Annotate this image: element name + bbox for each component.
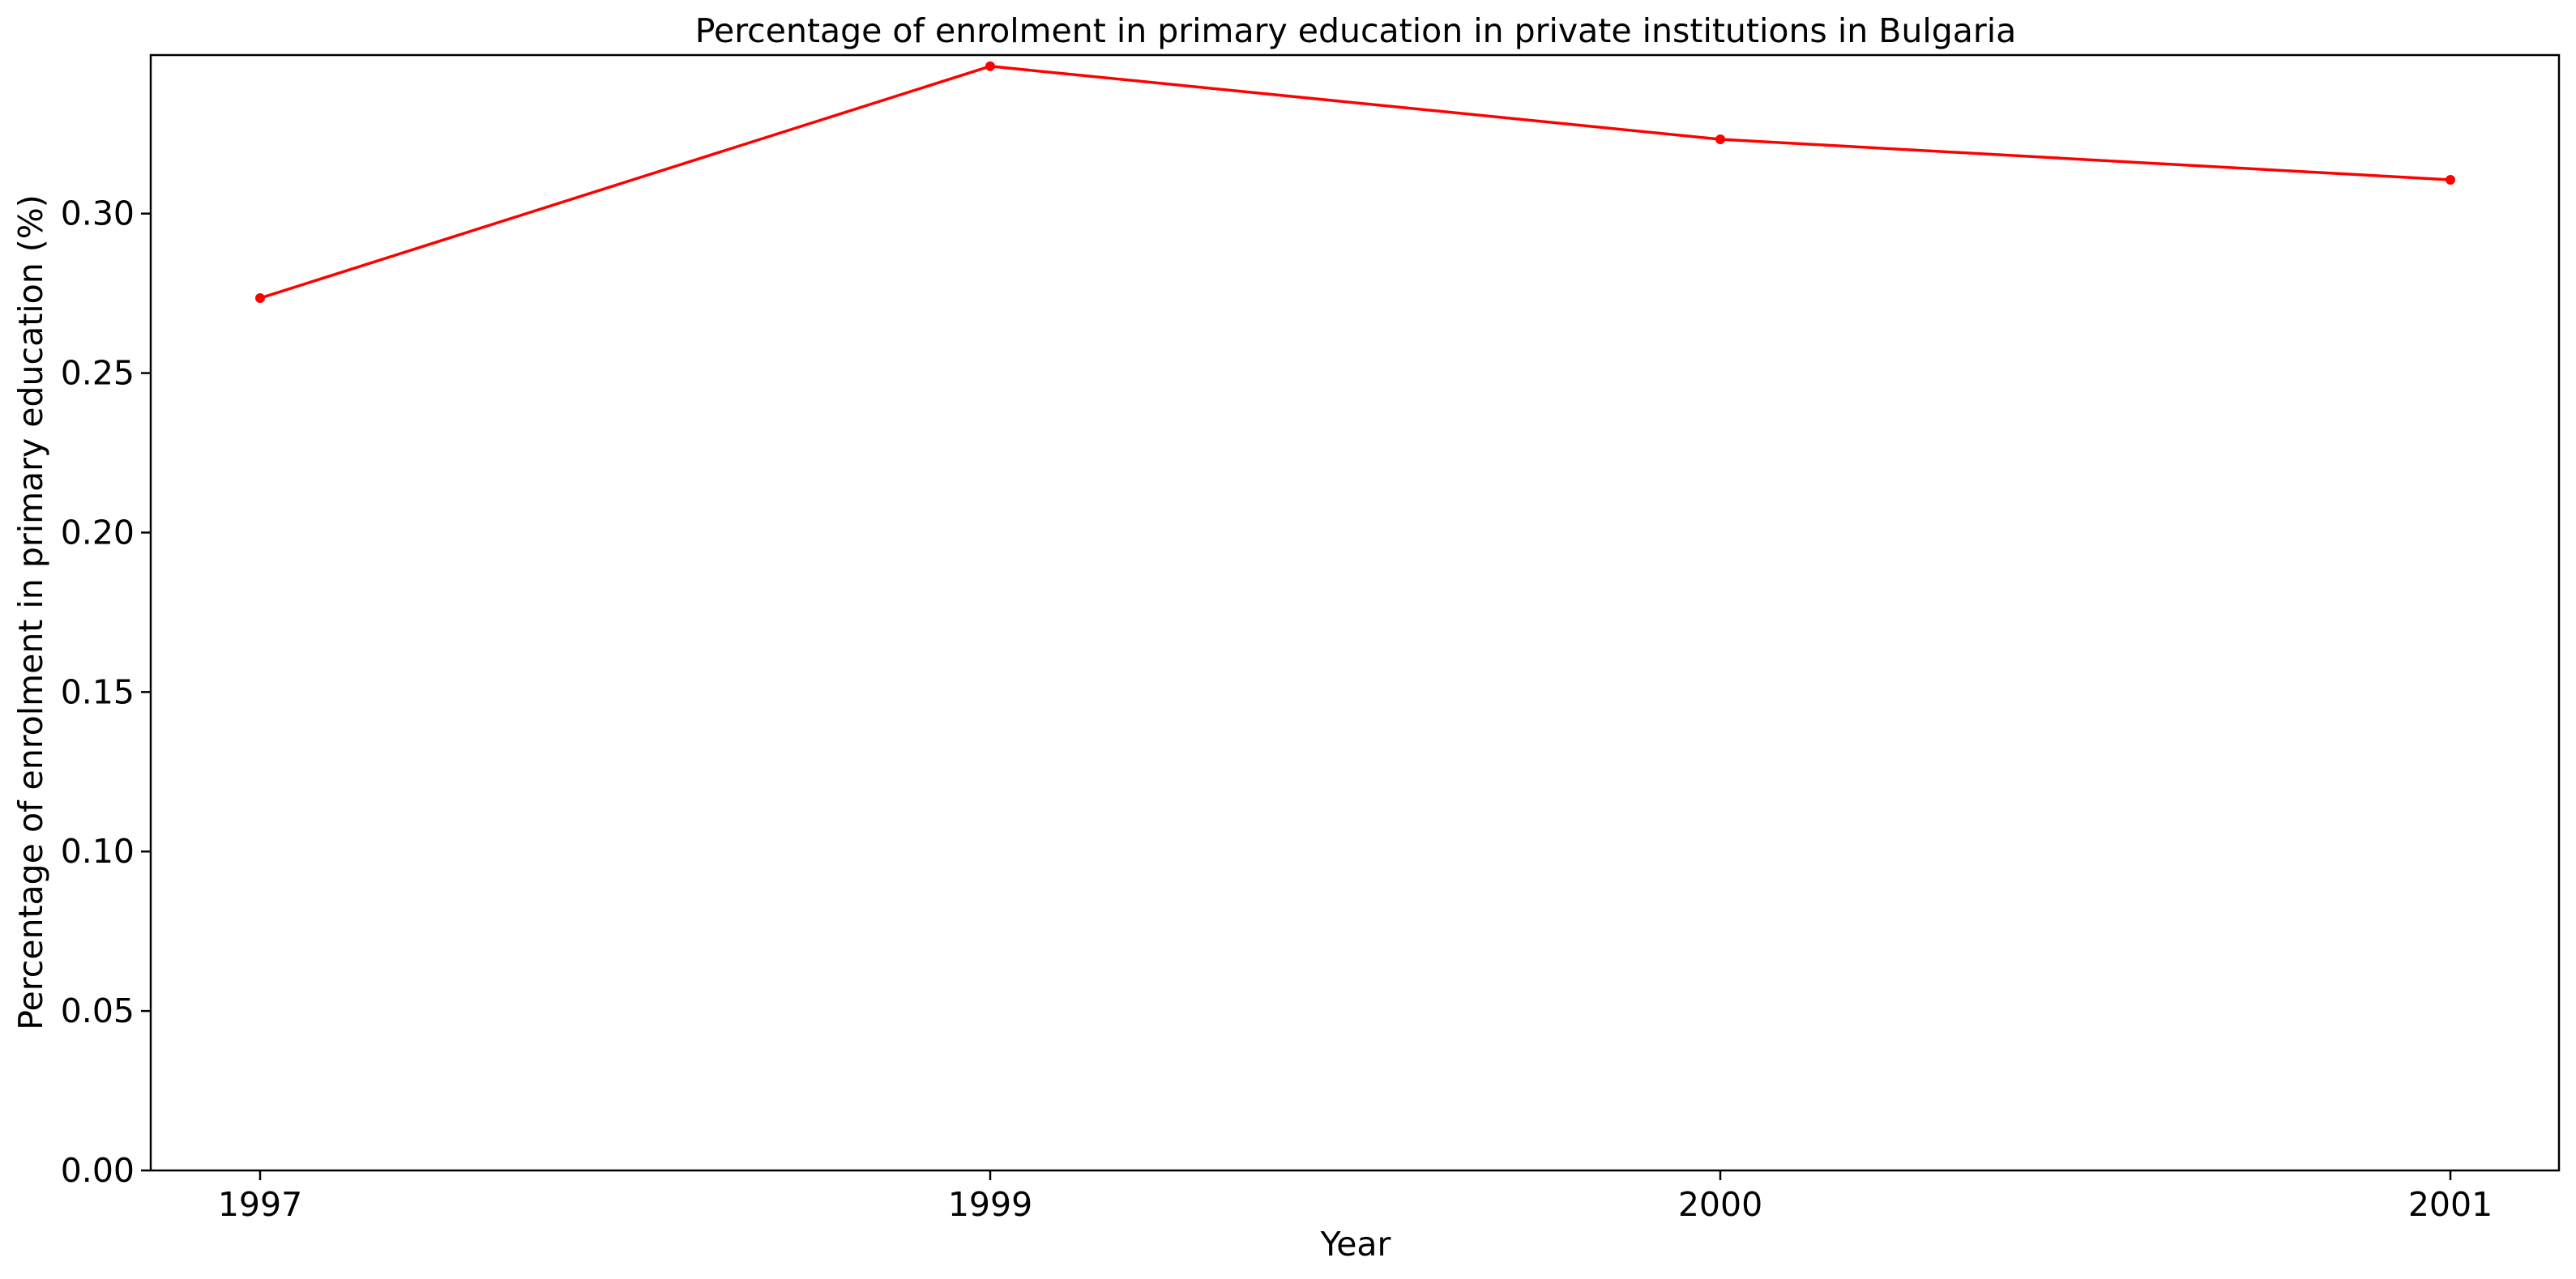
y-tick-label: 0.30	[61, 194, 135, 233]
x-tick-label: 2001	[2408, 1185, 2493, 1224]
y-tick-label: 0.15	[61, 672, 135, 711]
series-line	[259, 65, 2451, 300]
x-axis: 1997 1999 2000 2001	[218, 1170, 2493, 1224]
x-axis-label: Year	[1320, 1225, 1391, 1264]
y-axis: 0.00 0.05 0.10 0.15 0.20 0.25 0.30	[61, 194, 151, 1190]
chart-title: Percentage of enrolment in primary educa…	[695, 11, 2017, 50]
x-tick-label: 1997	[218, 1185, 302, 1224]
y-tick-label: 0.20	[61, 513, 135, 552]
plot-area	[149, 53, 2561, 1172]
data-point	[985, 61, 995, 71]
y-tick-label: 0.25	[61, 354, 135, 393]
x-tick-label: 2000	[1678, 1185, 1762, 1224]
data-point	[1715, 134, 1725, 144]
y-tick-label: 0.10	[61, 832, 135, 871]
y-axis-label: Percentage of enrolment in primary educa…	[11, 194, 50, 1030]
data-point	[255, 293, 265, 304]
y-tick-label: 0.05	[61, 991, 135, 1030]
x-tick-label: 1999	[948, 1185, 1032, 1224]
data-point	[2446, 174, 2455, 185]
y-tick-label: 0.00	[61, 1151, 135, 1190]
series-layer	[255, 61, 2455, 304]
